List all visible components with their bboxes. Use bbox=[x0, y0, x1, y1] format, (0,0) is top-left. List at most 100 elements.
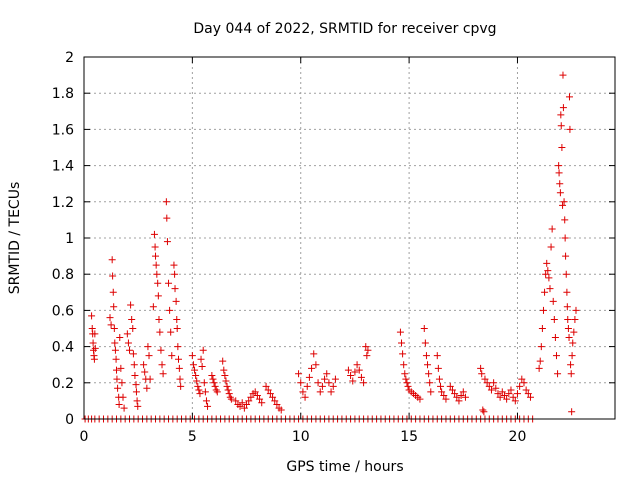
data-point bbox=[557, 111, 565, 119]
data-point bbox=[191, 366, 199, 374]
data-point bbox=[312, 361, 320, 369]
data-point bbox=[126, 346, 134, 354]
data-point bbox=[134, 402, 142, 410]
data-point bbox=[195, 386, 203, 394]
data-point bbox=[329, 382, 337, 390]
data-point bbox=[166, 306, 174, 314]
data-point bbox=[208, 372, 216, 380]
data-point bbox=[558, 144, 566, 151]
data-point bbox=[240, 404, 248, 412]
y-tick-label: 1.2 bbox=[52, 195, 74, 211]
data-point bbox=[277, 406, 285, 414]
data-point bbox=[396, 328, 404, 336]
data-point bbox=[516, 382, 524, 390]
data-point bbox=[566, 125, 574, 133]
data-point bbox=[424, 361, 432, 369]
data-point bbox=[196, 390, 204, 398]
data-point bbox=[167, 328, 175, 336]
data-point bbox=[117, 364, 125, 372]
data-point bbox=[175, 364, 183, 372]
data-point bbox=[564, 325, 572, 332]
data-point bbox=[568, 352, 576, 360]
data-point bbox=[485, 382, 493, 390]
data-point bbox=[453, 393, 461, 401]
data-point bbox=[91, 344, 99, 352]
data-point bbox=[416, 395, 424, 403]
x-tick-label: 15 bbox=[400, 429, 418, 445]
y-tick-label: 0 bbox=[65, 412, 74, 428]
data-point bbox=[562, 252, 570, 260]
grid-layer bbox=[84, 57, 615, 419]
data-point bbox=[552, 352, 560, 360]
data-point bbox=[554, 370, 562, 378]
data-point bbox=[109, 288, 117, 296]
data-point bbox=[163, 238, 171, 246]
data-point bbox=[331, 375, 339, 383]
x-tick-label: 10 bbox=[292, 429, 310, 445]
data-point bbox=[404, 382, 412, 390]
data-point bbox=[116, 334, 124, 342]
data-point bbox=[455, 397, 463, 405]
x-axis-label: GPS time / hours bbox=[286, 459, 403, 475]
data-point bbox=[546, 285, 554, 293]
data-point bbox=[461, 393, 469, 401]
data-point bbox=[193, 377, 201, 385]
data-point bbox=[310, 350, 318, 358]
data-point bbox=[557, 122, 565, 130]
y-tick-label: 0.6 bbox=[52, 303, 74, 319]
data-point bbox=[542, 270, 550, 278]
data-point bbox=[494, 390, 502, 398]
data-point bbox=[483, 379, 491, 387]
data-point bbox=[500, 391, 508, 399]
data-point bbox=[318, 382, 326, 390]
data-point bbox=[323, 370, 331, 378]
data-point bbox=[269, 393, 277, 401]
data-point bbox=[440, 391, 448, 399]
data-point bbox=[556, 189, 564, 197]
data-point bbox=[559, 201, 567, 209]
data-point bbox=[522, 386, 530, 394]
y-tick-label: 1.8 bbox=[52, 86, 74, 102]
data-point bbox=[146, 375, 154, 383]
data-point bbox=[314, 379, 322, 387]
data-point bbox=[151, 243, 159, 251]
data-point bbox=[90, 355, 98, 363]
data-point bbox=[569, 339, 577, 347]
data-point bbox=[204, 402, 212, 410]
data-point bbox=[171, 285, 179, 293]
data-point bbox=[209, 375, 217, 383]
data-point bbox=[563, 288, 571, 296]
data-point bbox=[227, 395, 235, 403]
data-point bbox=[403, 379, 411, 387]
data-point bbox=[107, 321, 115, 329]
data-point bbox=[505, 390, 513, 398]
y-tick-label: 1.6 bbox=[52, 122, 74, 138]
data-point bbox=[110, 325, 118, 332]
chart-title: Day 044 of 2022, SRMTID for receiver cpv… bbox=[193, 21, 496, 37]
data-point bbox=[113, 375, 121, 383]
y-tick-label: 1 bbox=[65, 231, 74, 247]
data-point bbox=[567, 370, 575, 378]
data-point bbox=[402, 375, 410, 383]
data-point bbox=[226, 393, 234, 401]
data-point bbox=[401, 370, 409, 378]
data-point bbox=[321, 375, 329, 383]
y-tick-label: 1.4 bbox=[52, 159, 74, 175]
data-point bbox=[258, 399, 266, 407]
data-point bbox=[299, 388, 307, 396]
data-point bbox=[170, 261, 178, 269]
data-point bbox=[433, 352, 441, 360]
data-point bbox=[155, 315, 163, 323]
data-point bbox=[130, 361, 138, 369]
y-axis-label: SRMTID / TECUs bbox=[7, 182, 23, 295]
data-point bbox=[498, 388, 506, 396]
data-point bbox=[563, 303, 571, 311]
data-point bbox=[492, 384, 500, 392]
data-point bbox=[434, 364, 442, 372]
data-point bbox=[262, 382, 270, 390]
data-point bbox=[152, 252, 160, 260]
data-point bbox=[111, 339, 119, 347]
data-point bbox=[154, 279, 162, 287]
data-point bbox=[211, 382, 219, 390]
data-point bbox=[544, 267, 552, 275]
